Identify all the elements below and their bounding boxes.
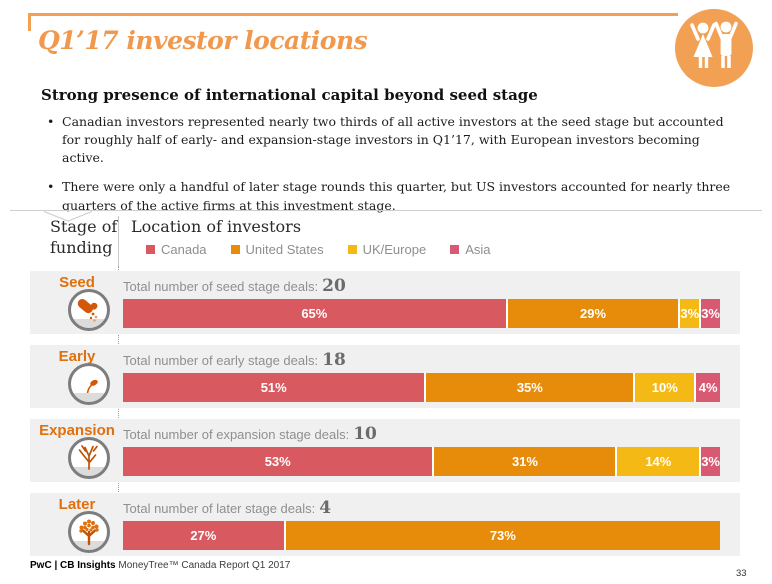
chart-top-divider: [10, 210, 762, 211]
bar-segment-united-states: 35%: [424, 373, 634, 402]
column-divider-dotted: [118, 266, 119, 556]
footer-brand: PwC | CB Insights: [30, 560, 116, 571]
bar-segment-canada: 53%: [123, 447, 433, 476]
legend-label: United States: [245, 242, 324, 257]
canada-swatch: [146, 245, 155, 254]
bar-segment-asia: 3%: [699, 299, 720, 328]
slide-heading: Strong presence of international capital…: [41, 86, 538, 104]
sprout-icon: [66, 361, 112, 407]
total-deals-label: Total number of seed stage deals:: [123, 279, 319, 294]
bare-tree-icon: [66, 435, 112, 481]
stacked-bar-later: 27% 73%: [123, 521, 720, 550]
stage-row-later: Later Total number of later stage deals:…: [30, 493, 740, 556]
uk-europe-swatch: [347, 245, 357, 254]
bar-segment-asia: 3%: [699, 447, 720, 476]
column-divider: [118, 216, 119, 266]
united-states-swatch: [230, 245, 240, 254]
stage-row-early: Early Total number of early stage deals:…: [30, 345, 740, 408]
page-title: Q1’17 investor locations: [38, 26, 368, 55]
bar-segment-uk-europe: 3%: [678, 299, 700, 328]
total-deals-value: 20: [322, 276, 346, 296]
bar-segment-canada: 65%: [123, 299, 506, 328]
stacked-bar-early: 51% 35% 10% 4%: [123, 373, 720, 402]
legend: Canada United States UK/Europe Asia: [146, 242, 490, 257]
bar-segment-canada: 27%: [123, 521, 284, 550]
stage-label: Later: [58, 496, 96, 513]
legend-item-united-states: United States: [230, 242, 324, 257]
footer-report-name: MoneyTree™ Canada Report Q1 2017: [118, 560, 291, 571]
total-deals-line: Total number of seed stage deals: 20: [123, 276, 723, 296]
stage-label: Seed: [59, 274, 95, 291]
footer: PwC | CB Insights MoneyTree™ Canada Repo…: [30, 560, 290, 571]
bar-segment-uk-europe: 14%: [615, 447, 700, 476]
stage-row-seed: Seed Total number of seed stage deals: 20…: [30, 271, 740, 334]
bar-segment-canada: 51%: [123, 373, 425, 402]
bar-segment-uk-europe: 10%: [633, 373, 695, 402]
legend-item-asia: Asia: [450, 242, 490, 257]
legend-item-canada: Canada: [146, 242, 207, 257]
total-deals-value: 10: [353, 424, 377, 444]
title-accent-rule: [28, 13, 678, 16]
bullet-item: There were only a handful of later stage…: [47, 178, 745, 214]
total-deals-label: Total number of later stage deals:: [123, 501, 316, 516]
stacked-bar-seed: 65% 29% 3% 3%: [123, 299, 720, 328]
bar-segment-united-states: 73%: [283, 521, 720, 550]
bullet-list: Canadian investors represented nearly tw…: [47, 113, 745, 226]
legend-label: Asia: [465, 242, 491, 257]
total-deals-value: 18: [322, 350, 346, 370]
bar-segment-united-states: 29%: [505, 299, 679, 328]
page-number: 33: [736, 568, 747, 579]
bullet-item: Canadian investors represented nearly tw…: [47, 113, 745, 167]
legend-item-uk-europe: UK/Europe: [347, 242, 427, 257]
hand-pouring-seeds-icon: [66, 287, 112, 333]
stage-row-expansion: Expansion Total number of expansion stag…: [30, 419, 740, 482]
total-deals-label: Total number of expansion stage deals:: [123, 427, 350, 442]
total-deals-line: Total number of later stage deals: 4: [123, 498, 723, 518]
stage-label: Early: [58, 348, 96, 365]
bar-segment-asia: 4%: [694, 373, 720, 402]
bar-segment-united-states: 31%: [432, 447, 616, 476]
stacked-bar-expansion: 53% 31% 14% 3%: [123, 447, 720, 476]
leafy-tree-icon: [66, 509, 112, 555]
stage-of-funding-header: Stage of funding: [50, 217, 118, 257]
legend-label: UK/Europe: [362, 242, 427, 257]
total-deals-value: 4: [319, 498, 332, 518]
title-accent-rule-tick: [28, 13, 31, 31]
total-deals-line: Total number of expansion stage deals: 10: [123, 424, 723, 444]
two-people-arms-raised-icon: [674, 8, 754, 88]
asia-swatch: [450, 245, 460, 254]
total-deals-label: Total number of early stage deals:: [123, 353, 319, 368]
divider-notch-icon: [43, 210, 94, 222]
stage-label: Expansion: [39, 422, 115, 439]
location-of-investors-header: Location of investors: [131, 217, 302, 236]
total-deals-line: Total number of early stage deals: 18: [123, 350, 723, 370]
legend-label: Canada: [161, 242, 207, 257]
